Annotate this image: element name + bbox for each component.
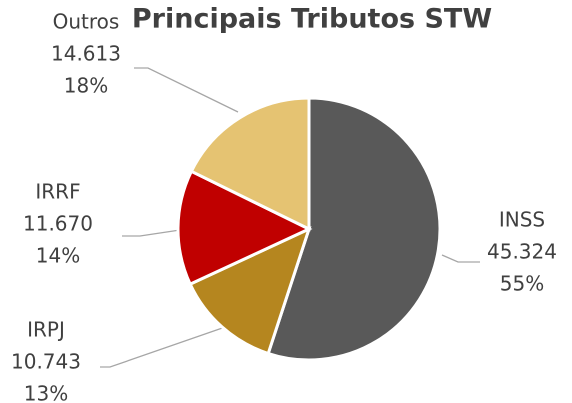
category-label: IRRF — [35, 180, 80, 204]
leader-line — [122, 229, 181, 237]
value-label: 45.324 — [487, 240, 557, 264]
category-label: IRPJ — [27, 318, 65, 342]
pie-slice — [176, 169, 313, 287]
pie-slice — [266, 96, 442, 362]
pie-slice — [188, 226, 312, 356]
percent-label: 18% — [64, 74, 108, 98]
percent-label: 13% — [24, 382, 68, 403]
leader-line — [134, 67, 239, 113]
percent-label: 14% — [36, 244, 80, 268]
value-label: 11.670 — [23, 212, 93, 236]
leader-line — [441, 254, 480, 263]
chart-title: Principais Tributos STW — [132, 4, 492, 35]
value-label: 10.743 — [11, 350, 81, 374]
category-label: Outros — [53, 10, 120, 34]
value-label: 14.613 — [51, 42, 121, 66]
pie-slice — [189, 96, 311, 232]
category-label: INSS — [499, 208, 545, 232]
percent-label: 55% — [500, 272, 544, 296]
leader-line — [100, 324, 232, 368]
